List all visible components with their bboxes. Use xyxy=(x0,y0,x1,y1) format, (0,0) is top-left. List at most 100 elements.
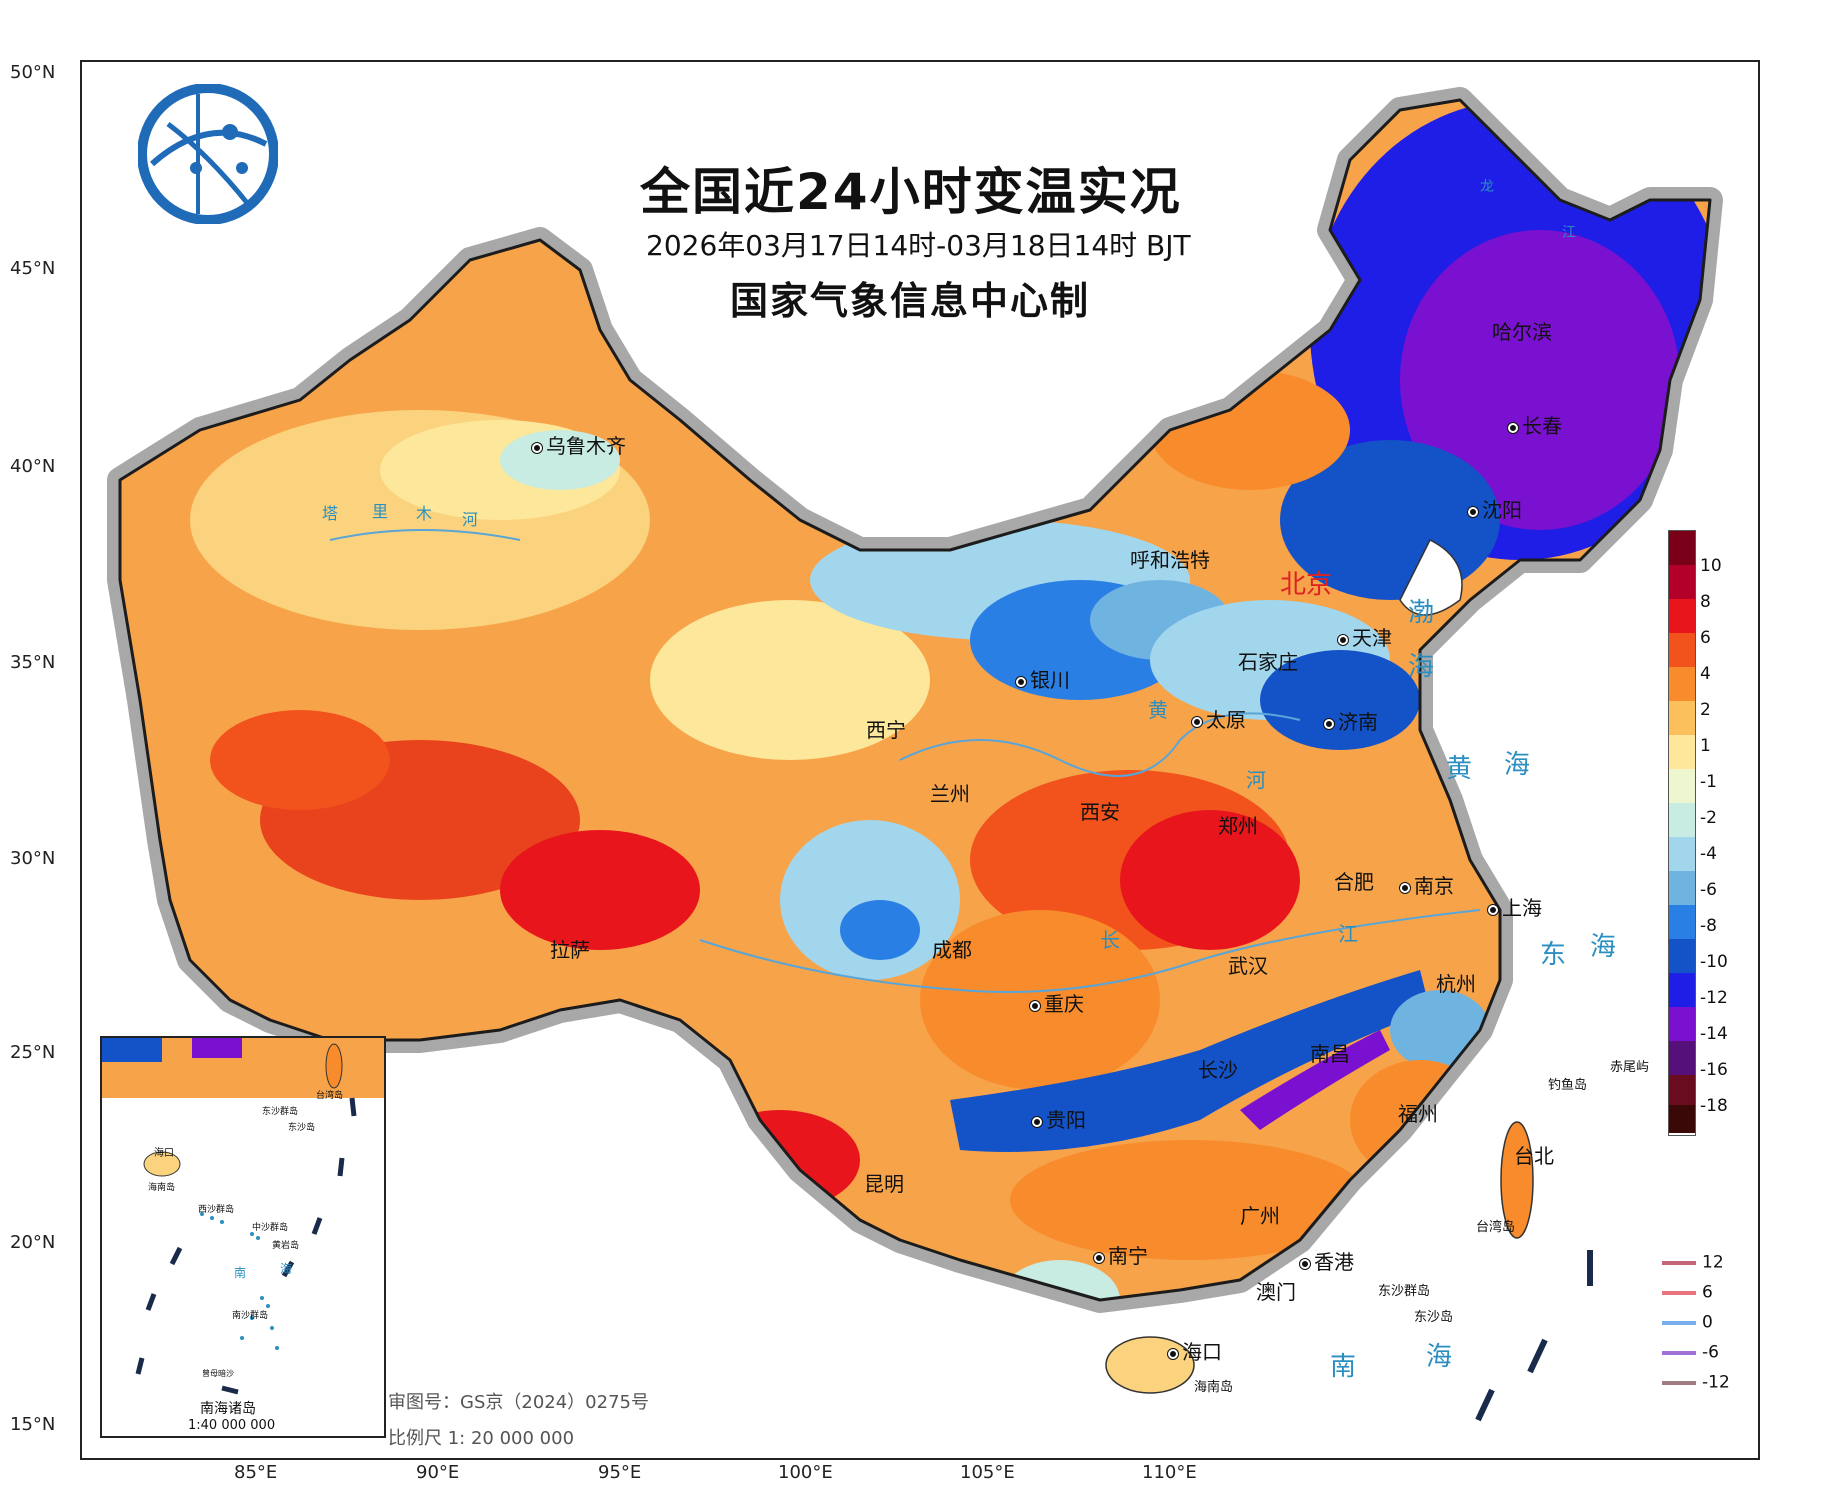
legend-label: 4 xyxy=(1700,664,1711,684)
inset-label: 南沙群岛 xyxy=(232,1311,269,1321)
sea-label: 海 xyxy=(1408,652,1441,682)
legend-label: 10 xyxy=(1700,556,1722,576)
river-label: 江 xyxy=(1562,225,1576,241)
river-label: 河 xyxy=(462,510,479,529)
city-xining: 西宁 xyxy=(866,718,906,742)
city-harbin: 哈尔滨 xyxy=(1492,320,1552,344)
city-urumqi: 乌鲁木齐 xyxy=(532,430,626,459)
contour-legend-row: 0 xyxy=(1662,1312,1713,1333)
city-xian: 西安 xyxy=(1080,800,1120,824)
city-marker-icon xyxy=(1338,634,1348,645)
legend-swatch xyxy=(1669,871,1695,905)
island-label: 海南岛 xyxy=(1194,1380,1234,1395)
city-kunming: 昆明 xyxy=(864,1172,904,1196)
island-label: 东沙岛 xyxy=(1414,1310,1454,1325)
legend-swatch xyxy=(1669,735,1695,769)
lat-label: 35°N xyxy=(10,652,56,673)
city-marker-icon xyxy=(1016,676,1026,687)
contour-swatch xyxy=(1662,1260,1696,1265)
legend-label: -14 xyxy=(1700,1024,1728,1044)
city-tianjin: 天津 xyxy=(1338,622,1392,651)
city-zhengzhou: 郑州 xyxy=(1218,814,1258,838)
inset-label: 海南岛 xyxy=(148,1183,176,1193)
legend-swatch xyxy=(1669,599,1695,633)
island-label: 台湾岛 xyxy=(1476,1220,1516,1235)
contour-legend-row: -6 xyxy=(1662,1342,1719,1363)
inset-label: 台湾岛 xyxy=(316,1091,344,1101)
legend-label: -6 xyxy=(1700,880,1717,900)
agency-label: 国家气象信息中心制 xyxy=(730,279,1091,323)
contour-swatch xyxy=(1662,1320,1696,1325)
island-label: 赤尾屿 xyxy=(1610,1060,1650,1075)
legend-swatch xyxy=(1669,1075,1695,1105)
map-subtitle: 2026年03月17日14时-03月18日14时 BJT xyxy=(646,229,1191,262)
city-beijing: 北京 xyxy=(1280,570,1333,600)
legend-swatch xyxy=(1669,667,1695,701)
city-marker-icon xyxy=(1030,1000,1040,1011)
city-changchun: 长春 xyxy=(1508,410,1562,439)
lat-label: 40°N xyxy=(10,456,56,477)
river-label: 长 xyxy=(1100,928,1120,952)
city-chengdu: 成都 xyxy=(932,938,972,962)
city-hefei: 合肥 xyxy=(1334,870,1374,894)
legend-swatch xyxy=(1669,837,1695,871)
city-marker-icon xyxy=(1324,718,1334,729)
city-hohhot: 呼和浩特 xyxy=(1130,548,1210,572)
city-shenyang: 沈阳 xyxy=(1468,494,1522,523)
map-scale: 比例尺 1: 20 000 000 xyxy=(388,1428,575,1449)
city-haikou: 海口 xyxy=(1168,1336,1222,1365)
inset-map xyxy=(102,1038,384,1395)
city-changsha: 长沙 xyxy=(1198,1058,1238,1082)
lon-label: 100°E xyxy=(778,1462,833,1483)
cma-logo-icon xyxy=(138,84,278,224)
legend-label: -12 xyxy=(1700,988,1728,1008)
legend-swatch xyxy=(1669,633,1695,667)
legend-swatch xyxy=(1669,1007,1695,1041)
city-guangzhou: 广州 xyxy=(1240,1204,1280,1228)
city-yinchuan: 银川 xyxy=(1016,664,1070,693)
lat-label: 30°N xyxy=(10,848,56,869)
legend-label: 1 xyxy=(1700,736,1711,756)
legend-label: -1 xyxy=(1700,772,1717,792)
city-marker-icon xyxy=(532,442,542,453)
inset-scale: 1:40 000 000 xyxy=(188,1418,276,1433)
sea-label: 渤 xyxy=(1408,598,1441,628)
lat-label: 20°N xyxy=(10,1232,56,1253)
legend-swatch xyxy=(1669,701,1695,735)
sea-label: 东 xyxy=(1540,940,1573,970)
inset-label: 海 xyxy=(280,1262,293,1276)
city-marker-icon xyxy=(1488,904,1498,915)
legend-label: -8 xyxy=(1700,916,1717,936)
lon-label: 105°E xyxy=(960,1462,1015,1483)
inset-label: 西沙群岛 xyxy=(198,1205,235,1215)
river-label: 江 xyxy=(1338,922,1358,946)
city-nanjing: 南京 xyxy=(1400,870,1454,899)
city-shanghai: 上海 xyxy=(1488,892,1542,921)
city-marker-icon xyxy=(1032,1116,1042,1127)
city-fuzhou: 福州 xyxy=(1398,1102,1438,1126)
city-marker-icon xyxy=(1094,1252,1104,1263)
lon-label: 90°E xyxy=(416,1462,460,1483)
city-guiyang: 贵阳 xyxy=(1032,1104,1086,1133)
contour-legend-row: 6 xyxy=(1662,1282,1713,1303)
legend-label: 2 xyxy=(1700,700,1711,720)
legend-label: -4 xyxy=(1700,844,1717,864)
sea-label: 海 xyxy=(1590,932,1623,962)
legend-swatch xyxy=(1669,905,1695,939)
lon-label: 85°E xyxy=(234,1462,278,1483)
map-review-number: 审图号：GS京（2024）0275号 xyxy=(388,1392,649,1413)
city-marker-icon xyxy=(1192,716,1202,727)
legend-swatch xyxy=(1669,565,1695,599)
legend-label: -18 xyxy=(1700,1096,1728,1116)
inset-label: 曾母暗沙 xyxy=(202,1369,234,1378)
city-chongqing: 重庆 xyxy=(1030,988,1084,1017)
city-marker-icon xyxy=(1168,1348,1178,1359)
color-legend-bar xyxy=(1668,530,1696,1136)
legend-label: 6 xyxy=(1700,628,1711,648)
legend-swatch xyxy=(1669,939,1695,973)
lon-label: 95°E xyxy=(598,1462,642,1483)
lat-label: 25°N xyxy=(10,1042,56,1063)
city-marker-icon xyxy=(1508,422,1518,433)
legend-swatch xyxy=(1669,803,1695,837)
city-lanzhou: 兰州 xyxy=(930,782,970,806)
